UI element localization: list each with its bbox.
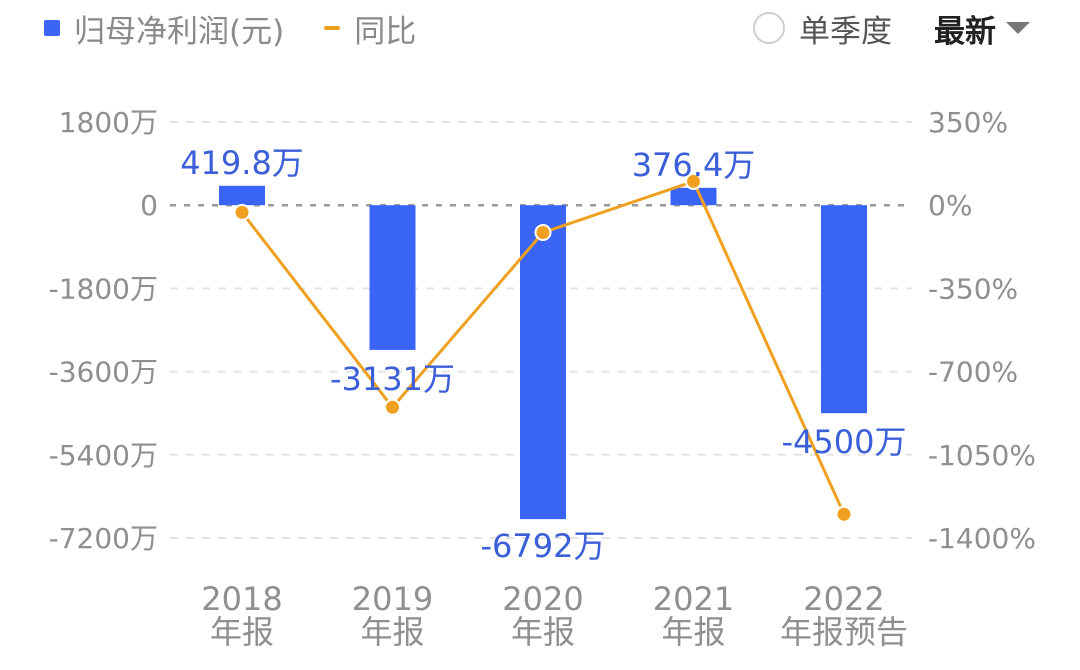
x-tick-sublabel: 年报预告 [780, 613, 908, 651]
x-tick-label: 2018 [201, 580, 282, 618]
bar [821, 205, 867, 414]
left-tick-label: 1800万 [59, 106, 158, 139]
legend: 归母净利润(元) 同比 [44, 8, 417, 50]
data-label: -3131万 [330, 360, 455, 398]
chart-controls: 单季度 最新 [753, 8, 1030, 50]
bar [520, 205, 566, 520]
bar [670, 187, 717, 206]
x-tick-sublabel: 年报 [360, 613, 424, 651]
right-tick-label: -1050% [928, 439, 1036, 472]
data-label: 376.4万 [632, 146, 756, 184]
yoy-point [233, 203, 251, 221]
x-tick-sublabel: 年报 [210, 613, 274, 651]
right-tick-label: 350% [928, 106, 1008, 139]
left-tick-label: -3600万 [49, 356, 158, 389]
legend-bar-label: 归母净利润(元) [74, 13, 285, 50]
right-tick-label: 0% [928, 189, 972, 222]
legend-line-label: 同比 [354, 13, 417, 50]
latest-dropdown[interactable]: 最新 [934, 13, 996, 50]
x-tick-sublabel: 年报 [511, 613, 575, 651]
line-series-swatch [324, 26, 341, 30]
bar-series-swatch [44, 20, 60, 36]
x-tick-label: 2021 [653, 580, 734, 618]
yoy-point [384, 398, 401, 416]
data-label: -6792万 [481, 527, 606, 565]
yoy-point [835, 505, 853, 523]
left-tick-label: 0 [140, 189, 158, 222]
yoy-point [685, 172, 702, 190]
right-tick-label: -700% [928, 356, 1018, 389]
data-label: 419.8万 [180, 144, 304, 182]
bar [219, 185, 265, 206]
left-tick-label: -5400万 [49, 439, 158, 472]
right-tick-label: -1400% [928, 522, 1036, 555]
left-tick-label: -1800万 [49, 272, 158, 305]
single-quarter-radio[interactable] [753, 12, 785, 44]
x-tick-label: 2022 [803, 580, 884, 618]
right-tick-label: -350% [928, 272, 1018, 305]
data-label: -4500万 [782, 423, 907, 461]
bar [369, 205, 416, 350]
x-tick-label: 2019 [352, 580, 433, 618]
single-quarter-label[interactable]: 单季度 [799, 13, 892, 50]
x-tick-sublabel: 年报 [661, 613, 725, 651]
x-tick-label: 2020 [502, 580, 583, 618]
yoy-point [534, 224, 552, 242]
left-tick-label: -7200万 [49, 522, 158, 555]
chevron-down-icon[interactable] [1006, 22, 1030, 34]
